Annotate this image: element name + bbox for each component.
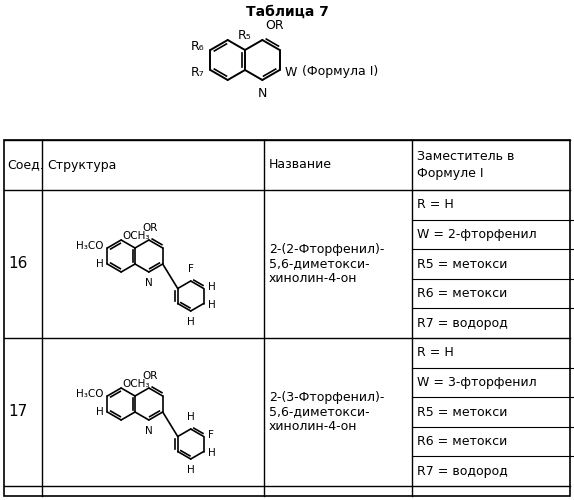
Text: N: N xyxy=(258,87,267,100)
Text: N: N xyxy=(145,426,153,436)
Text: F: F xyxy=(208,430,214,440)
Text: Название: Название xyxy=(269,158,332,172)
Text: R6 = метокси: R6 = метокси xyxy=(417,435,507,448)
Text: H: H xyxy=(95,407,103,417)
Text: Соед.: Соед. xyxy=(7,158,44,172)
Text: 5,6-диметокси-: 5,6-диметокси- xyxy=(269,406,370,418)
Text: Формуле I: Формуле I xyxy=(417,168,483,180)
Text: 2-(2-Фторфенил)-: 2-(2-Фторфенил)- xyxy=(269,244,385,256)
Text: 5,6-диметокси-: 5,6-диметокси- xyxy=(269,258,370,270)
Text: OCH₃: OCH₃ xyxy=(122,379,150,389)
Text: Структура: Структура xyxy=(47,158,117,172)
Text: R5 = метокси: R5 = метокси xyxy=(417,258,507,270)
Text: OR: OR xyxy=(142,371,157,381)
Text: W = 2-фторфенил: W = 2-фторфенил xyxy=(417,228,537,241)
Text: N: N xyxy=(145,278,153,288)
Text: R7 = водород: R7 = водород xyxy=(417,316,508,330)
Text: OCH₃: OCH₃ xyxy=(122,231,150,241)
Text: H: H xyxy=(187,317,195,327)
Text: H: H xyxy=(187,412,195,422)
Text: хинолин-4-он: хинолин-4-он xyxy=(269,272,358,284)
Text: Заместитель в: Заместитель в xyxy=(417,150,514,162)
Bar xyxy=(4,140,570,496)
Text: F: F xyxy=(188,264,193,274)
Text: W: W xyxy=(285,66,297,78)
Text: R5 = метокси: R5 = метокси xyxy=(417,406,507,418)
Text: хинолин-4-он: хинолин-4-он xyxy=(269,420,358,432)
Text: H: H xyxy=(208,282,215,292)
Text: H: H xyxy=(187,465,195,475)
Text: R = H: R = H xyxy=(417,346,454,360)
Text: H: H xyxy=(208,300,215,310)
Text: 16: 16 xyxy=(8,256,28,272)
Text: H: H xyxy=(208,448,215,458)
Text: R₆: R₆ xyxy=(191,40,204,54)
Text: 17: 17 xyxy=(8,404,27,419)
Text: R₅: R₅ xyxy=(238,29,252,42)
Text: OR: OR xyxy=(142,223,157,233)
Text: H₃CO: H₃CO xyxy=(76,389,103,399)
Text: OR: OR xyxy=(265,19,284,32)
Text: H₃CO: H₃CO xyxy=(76,241,103,251)
Text: (Формула I): (Формула I) xyxy=(302,66,378,78)
Text: R = H: R = H xyxy=(417,198,454,211)
Text: R₇: R₇ xyxy=(191,66,204,80)
Text: R7 = водород: R7 = водород xyxy=(417,464,508,477)
Text: H: H xyxy=(95,259,103,269)
Text: R6 = метокси: R6 = метокси xyxy=(417,287,507,300)
Text: W = 3-фторфенил: W = 3-фторфенил xyxy=(417,376,537,389)
Text: Таблица 7: Таблица 7 xyxy=(246,5,328,19)
Text: 2-(3-Фторфенил)-: 2-(3-Фторфенил)- xyxy=(269,392,385,404)
